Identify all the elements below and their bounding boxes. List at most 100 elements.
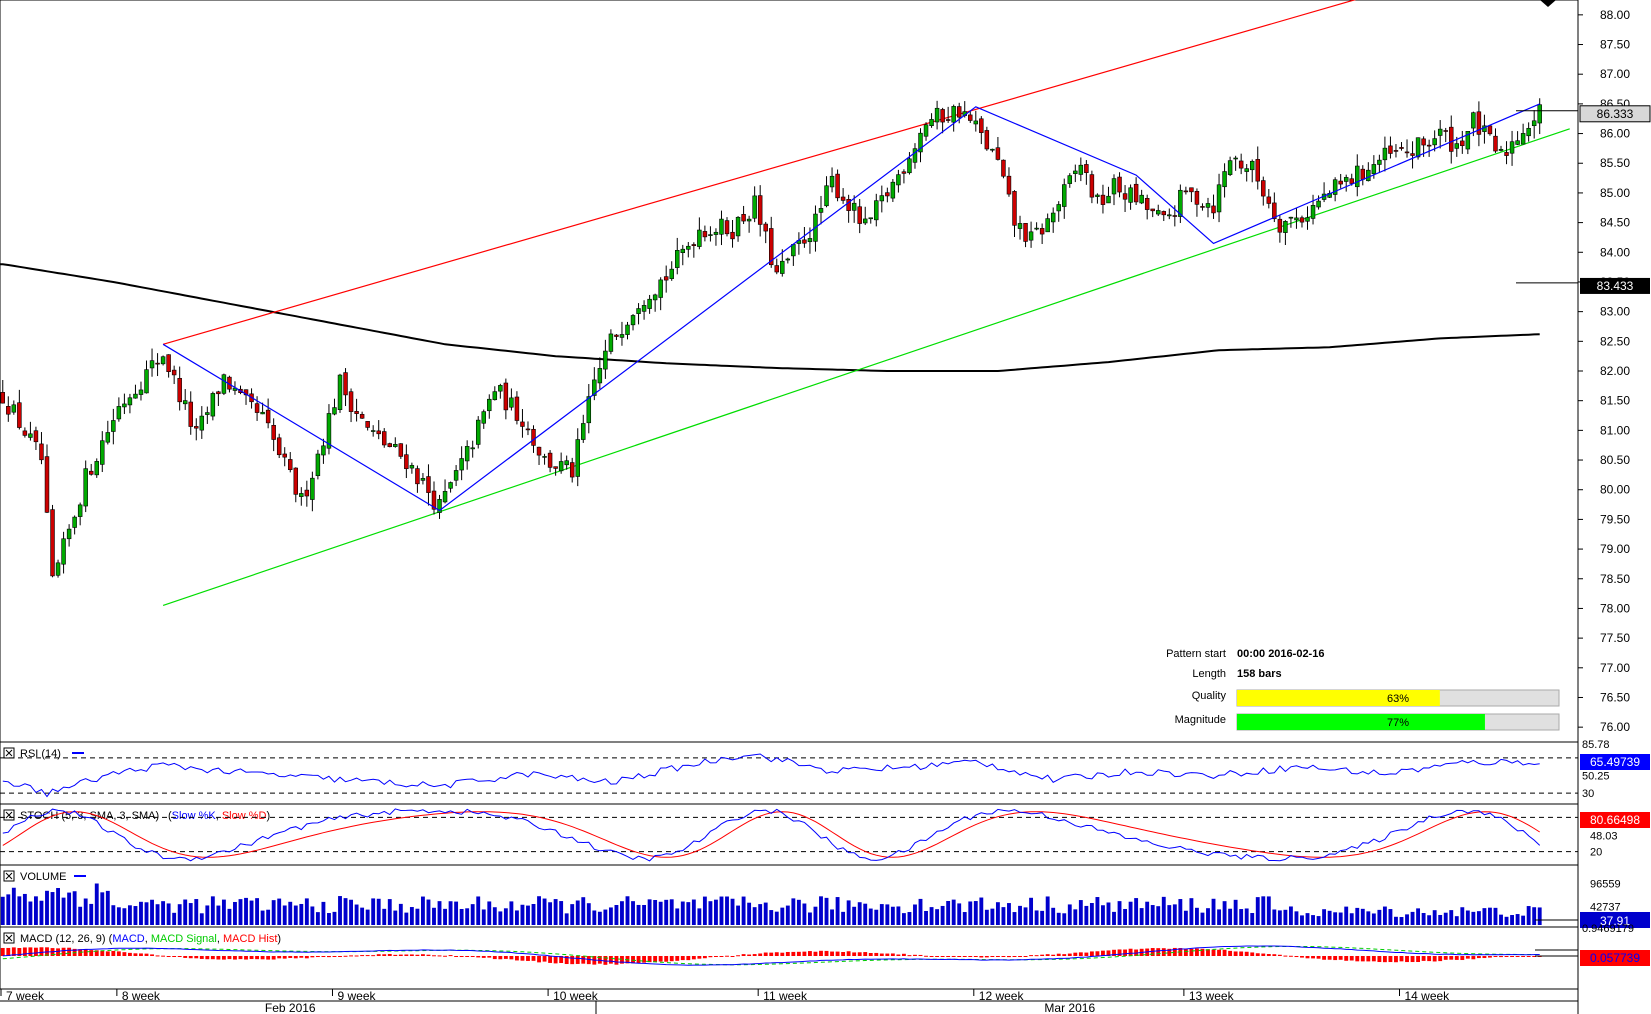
volume-bar xyxy=(161,901,166,925)
macd-hist-bar xyxy=(575,956,580,964)
candle-body xyxy=(17,402,22,428)
week-label: 10 week xyxy=(553,989,599,1003)
volume-bar xyxy=(1482,908,1487,925)
volume-bar xyxy=(1421,913,1426,925)
macd-hist-bar xyxy=(244,956,248,960)
last-price-box xyxy=(1579,105,1651,123)
volume-label: VOLUME xyxy=(20,871,66,883)
volume-bar xyxy=(608,907,613,925)
price-tick-label: 78.00 xyxy=(1600,601,1630,615)
candle-body xyxy=(741,214,746,222)
macd-hist-bar xyxy=(1294,956,1299,958)
volume-bar xyxy=(89,903,94,925)
volume-bar xyxy=(1288,906,1293,925)
candle-body xyxy=(1095,194,1100,197)
macd-panel[interactable]: MACD (12, 26, 9) (MACD, MACD Signal, MAC… xyxy=(0,923,1650,990)
candle-body xyxy=(72,516,77,528)
macd-hist-bar xyxy=(282,956,287,959)
macd-hist-bar xyxy=(1532,956,1537,957)
macd-hist-bar xyxy=(415,954,420,956)
candles-group xyxy=(0,98,1542,578)
candle-body xyxy=(1073,170,1078,174)
ma-price-box xyxy=(1580,277,1650,294)
candle-body xyxy=(1487,125,1493,135)
macd-hist-bar xyxy=(177,956,182,957)
macd-hist-bar xyxy=(139,953,143,956)
volume-bar xyxy=(752,907,757,925)
macd-hist-bar xyxy=(1029,955,1034,957)
candle-body xyxy=(1084,164,1089,173)
macd-hist-bar xyxy=(1078,952,1083,956)
volume-bar xyxy=(537,896,541,925)
time-axis: 7 week 8 week 9 week 10 week 11 week 12 week 1… xyxy=(0,989,1578,1014)
week-label: 14 week xyxy=(1404,989,1450,1003)
macd-hist-bar xyxy=(194,956,199,959)
candle-body xyxy=(874,200,879,221)
macd-hist-bar xyxy=(11,947,16,956)
volume-bar xyxy=(575,900,580,925)
candle-body xyxy=(1288,216,1294,219)
macd-hist-bar xyxy=(890,953,895,956)
volume-panel[interactable]: VOLUME 96559 42737 37.91 xyxy=(0,864,1650,928)
candle-body xyxy=(879,195,885,202)
macd-hist-bar xyxy=(763,952,768,956)
candle-body xyxy=(1133,183,1139,203)
candle-body xyxy=(61,538,66,565)
volume-bar xyxy=(874,909,879,925)
candle-body xyxy=(675,250,680,268)
volume-bar xyxy=(1316,916,1321,925)
volume-bar xyxy=(426,899,431,925)
candle-body xyxy=(288,459,293,471)
volume-bar xyxy=(647,899,652,925)
volume-bar xyxy=(1018,905,1022,925)
macd-hist-bar xyxy=(863,952,868,956)
candle-body xyxy=(1211,205,1216,214)
price-tick-label: 84.50 xyxy=(1600,216,1630,230)
volume-bar xyxy=(586,903,591,925)
candle-body xyxy=(956,106,962,118)
macd-hist-bar xyxy=(89,950,94,956)
macd-hist-bar xyxy=(354,955,359,957)
volume-bar xyxy=(437,901,442,925)
candle-body xyxy=(216,391,221,395)
volume-bar xyxy=(1073,909,1078,925)
volume-bar xyxy=(139,901,143,925)
candle-body xyxy=(663,276,669,281)
candle-body xyxy=(1222,171,1227,188)
volume-bar xyxy=(901,913,906,925)
candle-body xyxy=(420,478,426,481)
macd-hist-bar xyxy=(161,955,166,957)
macd-hist-bar xyxy=(769,952,774,956)
candle-body xyxy=(1062,184,1067,207)
volume-bar xyxy=(465,908,470,925)
macd-hist-bar xyxy=(1007,956,1011,958)
volume-bar xyxy=(1172,904,1177,925)
scroll-marker-icon[interactable] xyxy=(1540,0,1556,7)
macd-hist-bar xyxy=(1371,956,1376,962)
volume-bar xyxy=(1101,905,1105,925)
candle-body xyxy=(1006,175,1012,195)
macd-hist-bar xyxy=(1095,951,1100,956)
macd-hist-bar xyxy=(924,955,928,957)
volume-tick-label: 42737 xyxy=(1590,902,1621,914)
candle-body xyxy=(686,245,691,250)
volume-bar xyxy=(327,913,331,925)
macd-hist-bar xyxy=(255,956,260,960)
volume-bar xyxy=(177,904,182,925)
candle-body xyxy=(752,195,757,219)
candle-body xyxy=(1526,127,1531,137)
candle-body xyxy=(1111,178,1117,195)
stoch-panel[interactable]: STOCH (5, 3, SMA, 3, SMA) (Slow %K, Slow… xyxy=(0,803,1650,866)
volume-bar xyxy=(371,898,376,925)
candle-body xyxy=(133,393,138,399)
stoch-d-legend: Slow %D xyxy=(222,810,267,822)
volume-bar xyxy=(1537,907,1542,925)
volume-bar xyxy=(691,899,696,925)
volume-bar xyxy=(1377,909,1382,925)
volume-bar xyxy=(1521,915,1526,925)
volume-bar xyxy=(210,896,215,925)
rsi-tick-label: 30 xyxy=(1582,788,1594,800)
